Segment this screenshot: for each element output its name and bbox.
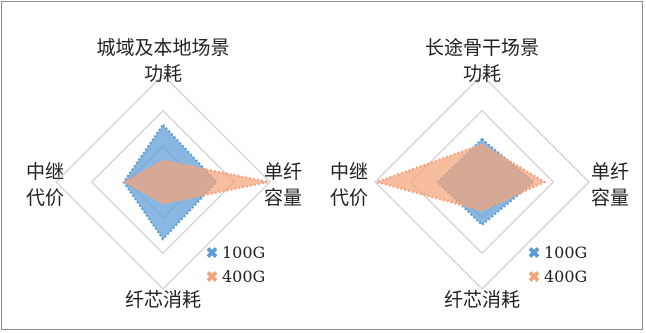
radar-2-grid-ring-3 bbox=[374, 74, 590, 290]
radar-2-legend-label-100G: 100G bbox=[544, 243, 587, 262]
radar-2-axis-label-4: 中继代价 bbox=[330, 161, 368, 209]
radar-1-legend-marker-100G: ✖ bbox=[206, 244, 219, 262]
radar-1-axis-label-4: 中继代价 bbox=[26, 161, 64, 209]
radar-2-axis-label-1: 长途骨干场景功耗 bbox=[425, 37, 539, 85]
radar-1-axis-label-1: 城域及本地场景功耗 bbox=[96, 37, 229, 85]
radar-1-legend-marker-400G: ✖ bbox=[206, 268, 219, 286]
radar-2-legend-label-400G: 400G bbox=[544, 267, 587, 286]
radar-2-legend-marker-100G: ✖ bbox=[528, 244, 541, 262]
radar-1-legend-label-400G: 400G bbox=[222, 267, 265, 286]
radar-2-legend-marker-400G: ✖ bbox=[528, 268, 541, 286]
radar-2-series-400G bbox=[373, 143, 547, 212]
radar-2-axis-label-2: 单纤容量 bbox=[591, 161, 629, 209]
radar-1-series-400G bbox=[123, 159, 269, 205]
radar-1-axis-label-2: 单纤容量 bbox=[264, 161, 302, 209]
radar-1-axis-label-3: 纤芯消耗 bbox=[125, 289, 201, 311]
radar-1-legend-label-100G: 100G bbox=[222, 243, 265, 262]
radar-1-grid-ring-3 bbox=[55, 74, 271, 290]
radar-2-axis-label-3: 纤芯消耗 bbox=[444, 289, 520, 311]
radar-1-grid-ring-2 bbox=[90, 109, 236, 255]
radar-2-grid-ring-2 bbox=[409, 109, 555, 255]
